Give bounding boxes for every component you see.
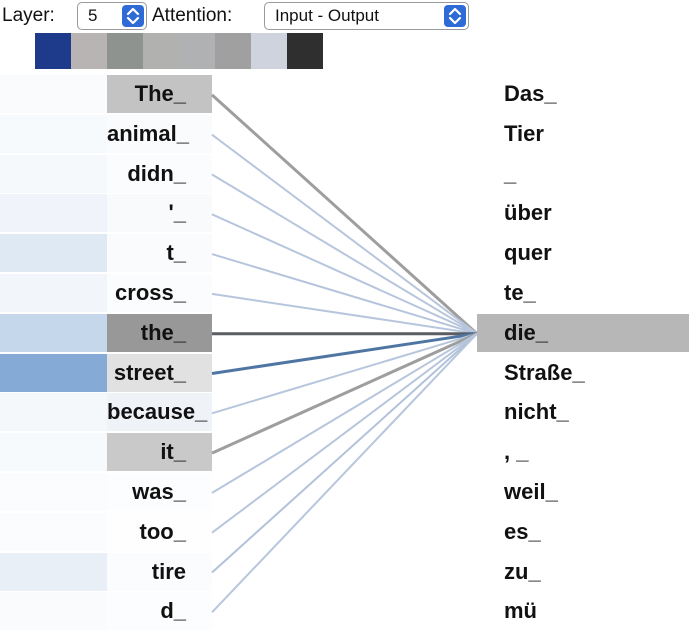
input-token[interactable]: '_	[107, 194, 212, 233]
output-token[interactable]: Straße_	[504, 359, 585, 385]
input-token[interactable]: didn_	[107, 154, 212, 193]
input-token[interactable]: t_	[107, 234, 212, 273]
attention-line	[211, 292, 478, 335]
output-token[interactable]: mü	[504, 598, 537, 624]
input-head-cell	[0, 194, 107, 233]
input-token[interactable]: it_	[107, 433, 212, 472]
attention-line	[210, 93, 479, 335]
output-token[interactable]: Das_	[504, 81, 557, 106]
input-token[interactable]: tire	[107, 552, 212, 591]
chevron-updown-icon	[444, 5, 466, 27]
attention-line	[211, 333, 478, 613]
input-head-cell	[0, 393, 107, 432]
output-token[interactable]: nicht_	[504, 399, 569, 425]
input-token[interactable]: the_	[107, 313, 212, 352]
attention-line	[211, 173, 478, 335]
input-head-cell	[0, 154, 107, 193]
input-head-cell	[0, 552, 107, 591]
output-token[interactable]: _	[504, 160, 517, 186]
output-token[interactable]: es_	[504, 518, 541, 544]
attention-select-value: Input - Output	[275, 6, 379, 25]
chevron-updown-icon	[122, 5, 144, 27]
attention-line	[211, 332, 478, 375]
input-token[interactable]: d_	[107, 592, 212, 631]
output-token[interactable]: quer	[504, 240, 552, 266]
input-token[interactable]: cross_	[107, 274, 212, 312]
head-swatch[interactable]	[35, 33, 71, 69]
attention-line	[211, 133, 478, 335]
input-head-cell	[0, 473, 107, 511]
input-head-cell	[0, 433, 107, 472]
attention-select[interactable]: Input - Output	[264, 2, 469, 30]
output-token-selected[interactable]: die_	[477, 313, 689, 352]
attention-label: Attention:	[152, 5, 233, 26]
input-head-cell	[0, 114, 107, 153]
input-token[interactable]: was_	[107, 473, 212, 511]
head-swatch[interactable]	[71, 33, 107, 69]
layer-select[interactable]: 5	[77, 2, 147, 30]
attention-line	[211, 332, 478, 455]
output-token[interactable]: Tier	[504, 120, 544, 146]
attention-line	[211, 332, 478, 494]
attention-line	[211, 332, 478, 574]
head-swatch[interactable]	[215, 33, 251, 69]
layer-select-value: 5	[88, 6, 98, 25]
input-token[interactable]: because_	[107, 393, 212, 432]
input-token[interactable]: animal_	[107, 114, 212, 153]
input-head-cell	[0, 353, 107, 392]
output-token[interactable]: weil_	[504, 479, 558, 504]
attention-line	[211, 253, 478, 335]
input-head-cell	[0, 512, 107, 551]
input-token[interactable]: The_	[107, 75, 212, 113]
attention-line	[211, 332, 478, 534]
input-head-cell	[0, 75, 107, 113]
head-swatch[interactable]	[179, 33, 215, 69]
head-swatch[interactable]	[287, 33, 323, 69]
output-token[interactable]: , _	[504, 439, 529, 465]
input-head-cell	[0, 234, 107, 273]
input-head-cell	[0, 274, 107, 312]
input-head-cell	[0, 313, 107, 352]
attention-line	[211, 213, 478, 335]
layer-label: Layer:	[2, 5, 55, 26]
output-token[interactable]: über	[504, 200, 552, 226]
head-swatch[interactable]	[107, 33, 143, 69]
output-token[interactable]: zu_	[504, 558, 541, 584]
head-swatch[interactable]	[251, 33, 287, 69]
head-swatch[interactable]	[143, 33, 179, 69]
attention-line	[211, 332, 478, 415]
input-head-cell	[0, 592, 107, 631]
output-token[interactable]: te_	[504, 280, 536, 305]
input-token[interactable]: too_	[107, 512, 212, 551]
input-token[interactable]: street_	[107, 353, 212, 392]
controls-bar: Layer: 5 Attention: Input - Output	[0, 0, 689, 34]
